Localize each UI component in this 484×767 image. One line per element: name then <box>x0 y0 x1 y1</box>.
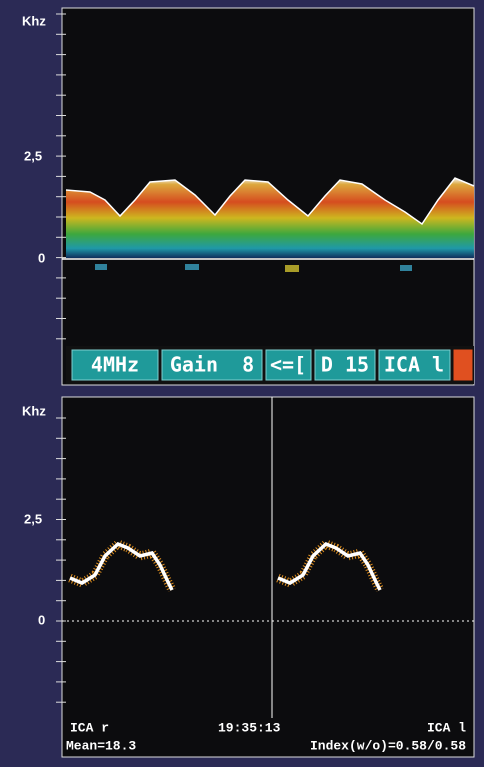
status-item: 4MHz <box>91 353 139 377</box>
axis-label: 2,5 <box>24 148 42 163</box>
footer-text: 19:35:13 <box>218 720 281 735</box>
status-item: ICA l <box>384 353 444 377</box>
footer-text: ICA r <box>70 720 109 735</box>
trace-panel <box>62 397 474 757</box>
axis-label: 2,5 <box>24 511 42 526</box>
status-item: Gain 8 <box>170 353 254 377</box>
footer-text: Index(w/o)=0.58/0.58 <box>310 738 466 753</box>
axis-label: 0 <box>38 250 45 265</box>
status-item: <=[ <box>270 353 306 377</box>
axis-unit: Khz <box>22 13 46 28</box>
footer-text: Mean=18.3 <box>66 738 136 753</box>
footer-text: ICA l <box>427 720 466 735</box>
status-item: D 15 <box>321 353 369 377</box>
axis-label: 0 <box>38 612 45 627</box>
axis-unit: Khz <box>22 403 46 418</box>
doppler-screen: Khz 2,5 0 4MHz Gain 8 <=[ D 15 ICA l Khz… <box>0 0 484 767</box>
